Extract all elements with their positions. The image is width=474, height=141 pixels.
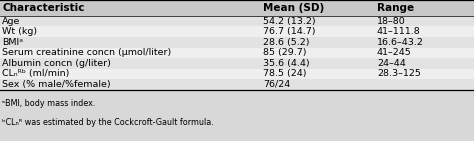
Bar [0, 69, 474, 79]
Bar [0, 90, 474, 141]
Text: Wt (kg): Wt (kg) [2, 27, 37, 36]
Text: Age: Age [2, 17, 21, 26]
Text: 54.2 (13.2): 54.2 (13.2) [263, 17, 316, 26]
Text: BMIᵃ: BMIᵃ [2, 38, 23, 47]
Text: ᵇCLₙᴿ was estimated by the Cockcroft-Gault formula.: ᵇCLₙᴿ was estimated by the Cockcroft-Gau… [2, 118, 214, 127]
Text: 41–111.8: 41–111.8 [377, 27, 420, 36]
Text: ᵃBMI, body mass index.: ᵃBMI, body mass index. [2, 99, 96, 108]
Text: 76.7 (14.7): 76.7 (14.7) [263, 27, 316, 36]
Text: 76/24: 76/24 [263, 80, 290, 89]
Text: 85 (29.7): 85 (29.7) [263, 48, 307, 57]
Text: 35.6 (4.4): 35.6 (4.4) [263, 59, 310, 68]
Text: 28.3–125: 28.3–125 [377, 69, 421, 78]
Bar [0, 0, 474, 16]
Text: Serum creatinine concn (μmol/liter): Serum creatinine concn (μmol/liter) [2, 48, 172, 57]
Bar [0, 37, 474, 48]
Text: Albumin concn (g/liter): Albumin concn (g/liter) [2, 59, 111, 68]
Text: Range: Range [377, 3, 414, 13]
Bar [0, 58, 474, 69]
Text: 18–80: 18–80 [377, 17, 406, 26]
Bar [0, 48, 474, 58]
Text: 78.5 (24): 78.5 (24) [263, 69, 307, 78]
Text: 24–44: 24–44 [377, 59, 406, 68]
Text: Characteristic: Characteristic [2, 3, 85, 13]
Text: CLₙᴿᵇ (ml/min): CLₙᴿᵇ (ml/min) [2, 69, 70, 78]
Bar [0, 27, 474, 37]
Bar [0, 79, 474, 90]
Text: 28.6 (5.2): 28.6 (5.2) [263, 38, 310, 47]
Text: Sex (% male/%female): Sex (% male/%female) [2, 80, 111, 89]
Bar [0, 16, 474, 27]
Text: Mean (SD): Mean (SD) [263, 3, 324, 13]
Text: 41–245: 41–245 [377, 48, 411, 57]
Text: 16.6–43.2: 16.6–43.2 [377, 38, 424, 47]
